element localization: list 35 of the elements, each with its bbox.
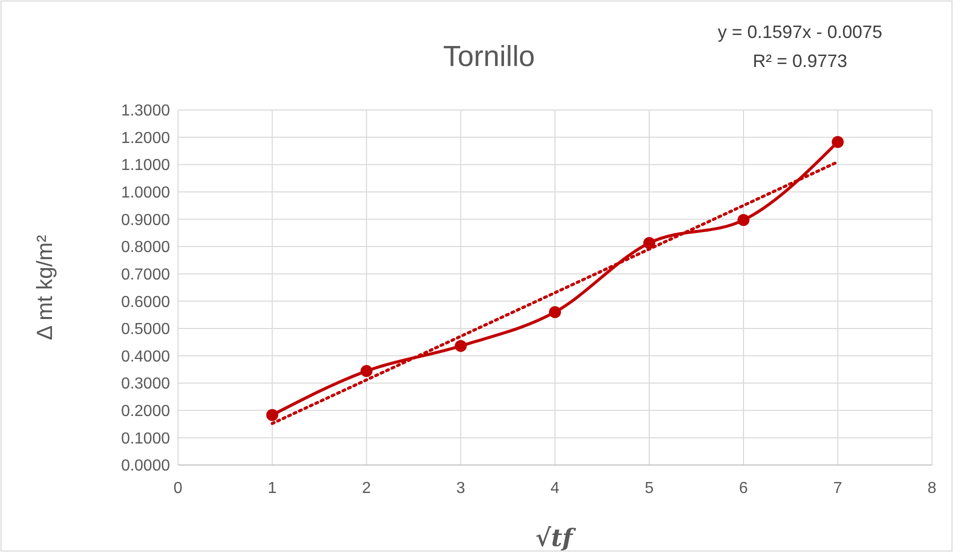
point	[643, 236, 656, 249]
x-tick-label: 4	[550, 480, 560, 497]
x-tick-label: 1	[268, 480, 277, 497]
x-tick-label: 7	[833, 480, 842, 497]
x-tick-label: 6	[739, 480, 748, 497]
y-tick-label: 0.6000	[121, 294, 170, 311]
x-tick-label: 5	[644, 480, 654, 497]
point	[549, 306, 561, 318]
x-axis-title: √tf	[535, 523, 576, 552]
x-tick-label: 8	[928, 480, 937, 497]
y-tick-label: 0.8000	[121, 239, 170, 256]
y-tick-label: 0.4000	[121, 348, 170, 366]
x-tick-label: 2	[362, 480, 372, 497]
text: y = 0.1597x - 0.0075	[718, 22, 882, 42]
y-tick-label: 1.3000	[121, 102, 170, 120]
point	[832, 136, 844, 148]
point	[738, 214, 750, 226]
y-tick-label: 1.1000	[121, 157, 170, 174]
point	[360, 365, 372, 378]
y-tick-label: 1.0000	[121, 184, 170, 202]
y-tick-label: 0.7000	[121, 266, 170, 284]
x-tick-label: 0	[174, 480, 183, 497]
point	[454, 340, 467, 352]
y-axis-title: Δ mt kg/m²	[32, 234, 57, 340]
y-tick-label: 0.3000	[121, 376, 170, 393]
text: R² = 0.9773	[752, 51, 848, 71]
y-tick-label: 0.0000	[121, 458, 170, 475]
y-tick-label: 0.2000	[121, 402, 170, 420]
y-tick-label: 0.5000	[121, 321, 170, 338]
x-tick-label: 3	[456, 480, 466, 497]
chart-title: Tornillo	[443, 41, 535, 73]
y-tick-label: 0.9000	[121, 212, 170, 229]
y-tick-label: 0.1000	[121, 430, 170, 448]
y-tick-label: 1.2000	[121, 130, 170, 147]
point	[266, 409, 278, 422]
